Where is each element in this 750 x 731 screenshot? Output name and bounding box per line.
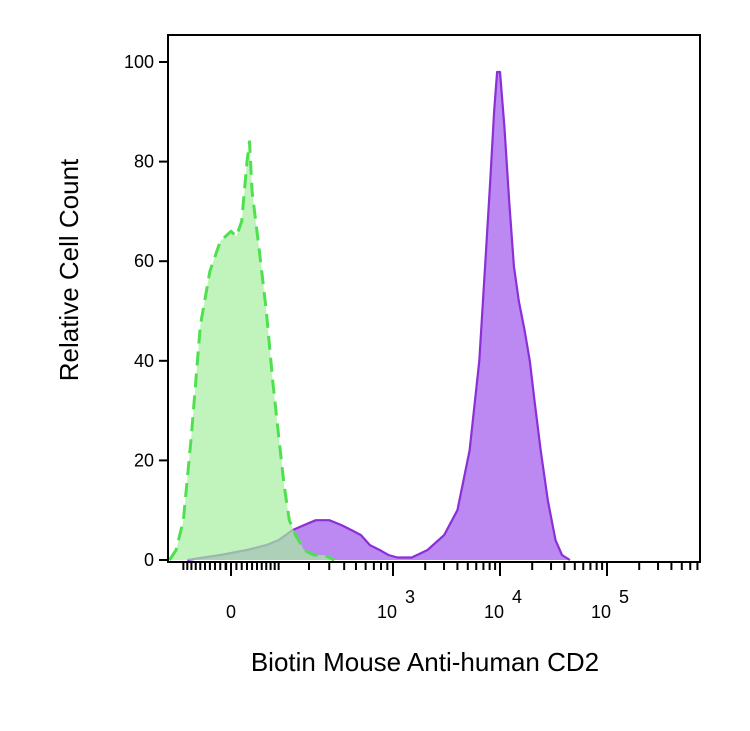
y-axis-title: Relative Cell Count — [54, 158, 84, 381]
x-tick-exponent: 3 — [405, 587, 415, 607]
y-tick-label: 20 — [134, 450, 154, 470]
x-ticks-layer: 0 10 3 10 4 10 5 — [182, 562, 699, 622]
series-1-line — [187, 70, 571, 562]
series-2-area — [169, 141, 335, 560]
y-tick-label: 40 — [134, 351, 154, 371]
y-tick-label: 0 — [144, 550, 154, 570]
x-tick-label: 10 — [377, 602, 397, 622]
x-tick-label: 10 — [591, 602, 611, 622]
x-tick-exponent: 4 — [512, 587, 522, 607]
y-tick-label: 100 — [124, 52, 154, 72]
x-tick-label: 0 — [226, 602, 236, 622]
plot-frame — [167, 34, 701, 563]
series-2-line — [168, 140, 335, 562]
x-axis-title: Biotin Mouse Anti-human CD2 — [251, 647, 599, 677]
x-tick-exponent: 5 — [619, 587, 629, 607]
series-layer — [168, 70, 571, 562]
y-ticks-layer: 0 20 40 60 80 100 — [124, 52, 168, 570]
series-1-area — [187, 72, 570, 560]
y-tick-label: 60 — [134, 251, 154, 271]
y-tick-label: 80 — [134, 152, 154, 172]
x-tick-label: 10 — [484, 602, 504, 622]
